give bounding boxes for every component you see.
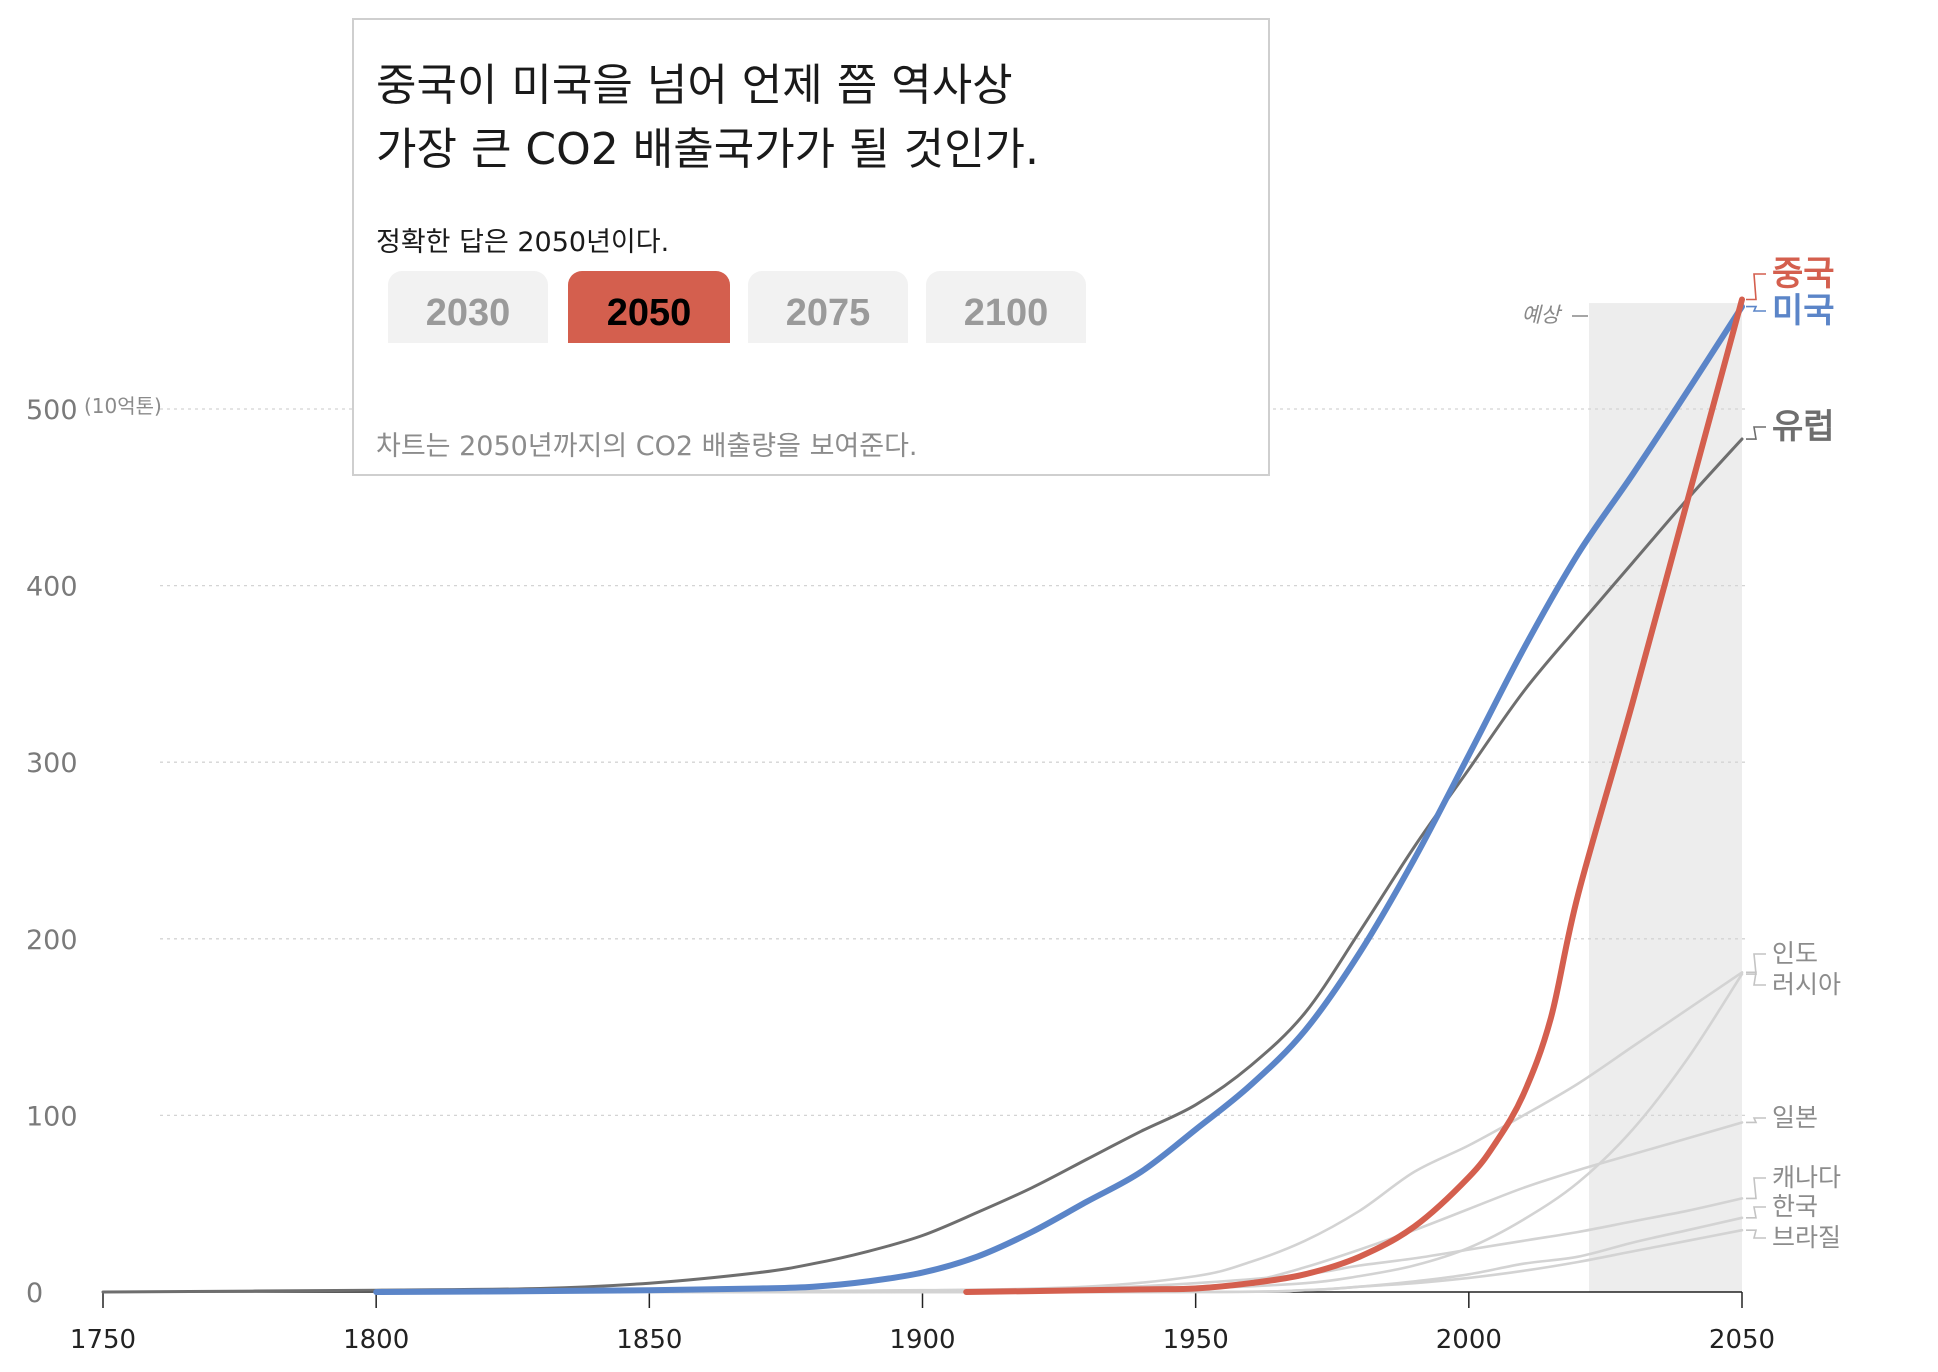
series-label-canada: 캐나다 [1772, 1163, 1841, 1192]
x-tick-label-1800: 1800 [343, 1325, 409, 1355]
series-line-japan [648, 1121, 1744, 1294]
y-tick-label-300: 300 [26, 748, 78, 779]
label-connector-canada [1746, 1177, 1766, 1200]
option-button-2050[interactable]: 2050 [568, 271, 730, 343]
quiz-title-line-2: 가장 큰 CO2 배출국가가 될 것인가. [376, 124, 1040, 175]
series-label-russia: 러시아 [1772, 970, 1841, 999]
series-label-europe: 유럽 [1772, 407, 1835, 447]
series-line-usa [373, 303, 1745, 1295]
quiz-title: 중국이 미국을 넘어 언제 쯤 역사상 가장 큰 CO2 배출국가가 될 것인가… [376, 54, 1256, 182]
label-connector-usa [1746, 305, 1766, 312]
quiz-answer-text: 정확한 답은 2050년이다. [376, 227, 670, 258]
grid-lines [160, 408, 1745, 1117]
label-connector-russia [1746, 971, 1766, 986]
option-button-2075[interactable]: 2075 [748, 271, 908, 343]
series-line-china [963, 296, 1745, 1295]
x-tick-label-2000: 2000 [1436, 1325, 1502, 1355]
series-label-brazil: 브라질 [1772, 1223, 1841, 1252]
quiz-title-line-1: 중국이 미국을 넘어 언제 쯤 역사상 [376, 60, 1013, 111]
y-tick-label-100: 100 [26, 1101, 78, 1132]
y-tick-label-500: 500 [26, 395, 78, 426]
y-unit-label: (10억톤) [84, 394, 162, 418]
series-label-india: 인도 [1772, 939, 1818, 968]
x-tick-label-1900: 1900 [889, 1325, 955, 1355]
series-line-korea [648, 1216, 1744, 1294]
series-label-japan: 일본 [1772, 1103, 1818, 1132]
projection-label: 예상 [1521, 303, 1562, 327]
y-tick-label-200: 200 [26, 925, 78, 956]
label-connector-india [1746, 953, 1766, 975]
option-button-2100[interactable]: 2100 [926, 271, 1086, 343]
x-tick-label-1850: 1850 [616, 1325, 682, 1355]
label-connector-europe [1746, 426, 1766, 440]
quiz-note: 차트는 2050년까지의 CO2 배출량을 보여준다. [376, 431, 918, 462]
series-line-europe [101, 437, 1744, 1294]
series-line-canada [648, 1197, 1744, 1294]
label-connector-brazil [1746, 1229, 1766, 1239]
option-button-2030[interactable]: 2030 [388, 271, 548, 343]
series-label-korea: 한국 [1772, 1192, 1818, 1221]
x-tick-label-1950: 1950 [1163, 1325, 1229, 1355]
series-label-usa: 미국 [1772, 291, 1835, 331]
y-tick-label-0: 0 [26, 1278, 43, 1309]
label-connector-korea [1746, 1206, 1766, 1219]
label-connector-japan [1746, 1117, 1766, 1124]
series-lines [101, 296, 1745, 1295]
x-tick-label-2050: 2050 [1709, 1325, 1775, 1355]
y-tick-label-400: 400 [26, 572, 78, 603]
x-tick-label-1750: 1750 [70, 1325, 136, 1355]
label-connector-china [1746, 273, 1766, 301]
quiz-panel: 중국이 미국을 넘어 언제 쯤 역사상 가장 큰 CO2 배출국가가 될 것인가… [352, 18, 1270, 476]
series-label-china: 중국 [1772, 254, 1835, 294]
